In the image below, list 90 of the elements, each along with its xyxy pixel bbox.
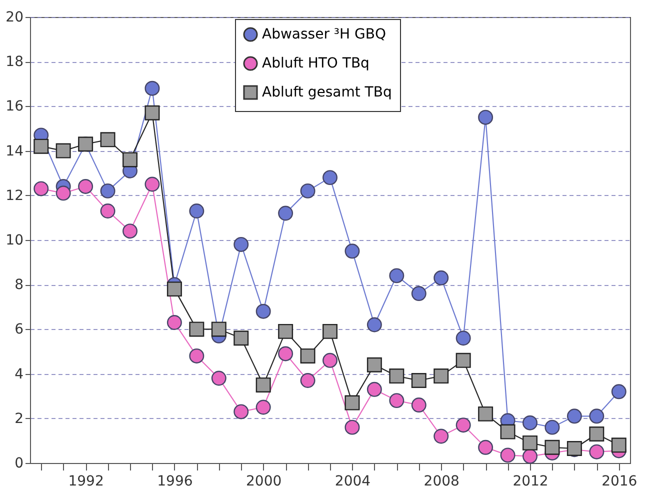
point: [544, 440, 560, 455]
point: [589, 426, 604, 442]
point: [456, 330, 471, 346]
legend-label: Abluft gesamt TBq: [262, 84, 392, 100]
point: [589, 408, 604, 424]
point: [278, 324, 294, 339]
point: [344, 420, 360, 435]
point: [100, 204, 116, 218]
point: [122, 224, 138, 239]
point: [278, 346, 294, 362]
point: [411, 398, 426, 412]
y-tick-label: 4: [14, 366, 24, 382]
y-tick-label: 14: [6, 143, 24, 160]
point: [366, 317, 382, 332]
point: [566, 408, 582, 424]
point: [322, 170, 338, 186]
x-tick-label: 2008: [424, 474, 460, 490]
point: [34, 181, 49, 196]
point: [100, 132, 116, 148]
point: [434, 428, 449, 444]
y-tick-label: 18: [6, 54, 24, 70]
point: [34, 138, 49, 154]
point: [278, 206, 294, 221]
point: [478, 406, 494, 422]
point: [522, 415, 538, 430]
point: [300, 348, 316, 364]
y-tick-label: 0: [14, 456, 24, 472]
point: [344, 244, 360, 259]
point: [456, 352, 471, 368]
point: [144, 105, 160, 120]
point: [389, 368, 404, 384]
point: [611, 384, 626, 400]
y-tick-label: 8: [14, 277, 24, 294]
point: [56, 143, 71, 158]
point: [411, 286, 426, 301]
x-tick-label: 2004: [334, 474, 371, 490]
point: [322, 352, 338, 368]
point: [389, 393, 404, 408]
y-tick-label: 6: [14, 322, 24, 338]
x-tick-label: 2016: [602, 474, 638, 490]
point: [189, 322, 204, 337]
point: [122, 152, 138, 168]
point: [456, 418, 471, 433]
point: [434, 270, 449, 286]
point: [56, 186, 71, 201]
y-tick-label: 2: [14, 410, 24, 427]
point: [211, 322, 226, 337]
point: [166, 282, 182, 297]
point: [611, 438, 626, 453]
point: [256, 400, 271, 415]
y-tick-label: 20: [6, 10, 24, 26]
point: [366, 357, 382, 372]
x-tick-label: 2012: [512, 474, 548, 490]
point: [344, 395, 360, 410]
legend-label: Abluft HTO TBq: [262, 56, 370, 72]
y-tick-label: 16: [6, 98, 24, 115]
point: [322, 324, 338, 339]
point: [234, 236, 249, 252]
point: [522, 435, 538, 450]
point: [544, 420, 560, 435]
point: [478, 110, 494, 125]
point: [144, 176, 160, 192]
x-tick-label: 1992: [68, 474, 104, 490]
legend-label: Abwasser ³H GBQ: [262, 26, 386, 42]
point: [411, 373, 426, 388]
x-tick-label: 1996: [157, 474, 193, 490]
point: [478, 440, 494, 455]
point: [234, 404, 249, 420]
point: [144, 80, 160, 96]
point: [500, 424, 516, 440]
point: [434, 368, 449, 384]
point: [189, 348, 204, 364]
point: [300, 183, 316, 198]
point: [211, 370, 226, 386]
point: [522, 448, 538, 464]
point: [256, 304, 271, 319]
point: [389, 268, 404, 284]
point: [300, 373, 316, 388]
x-tick-label: 2000: [246, 474, 282, 490]
y-tick-label: 10: [6, 232, 24, 248]
point: [100, 183, 116, 198]
point: [500, 448, 516, 463]
y-tick-label: 12: [6, 188, 24, 204]
point: [166, 315, 182, 330]
point: [189, 204, 204, 218]
point: [234, 330, 249, 346]
point: [589, 444, 604, 460]
point: [256, 377, 271, 392]
point: [78, 179, 94, 194]
point: [366, 382, 382, 397]
